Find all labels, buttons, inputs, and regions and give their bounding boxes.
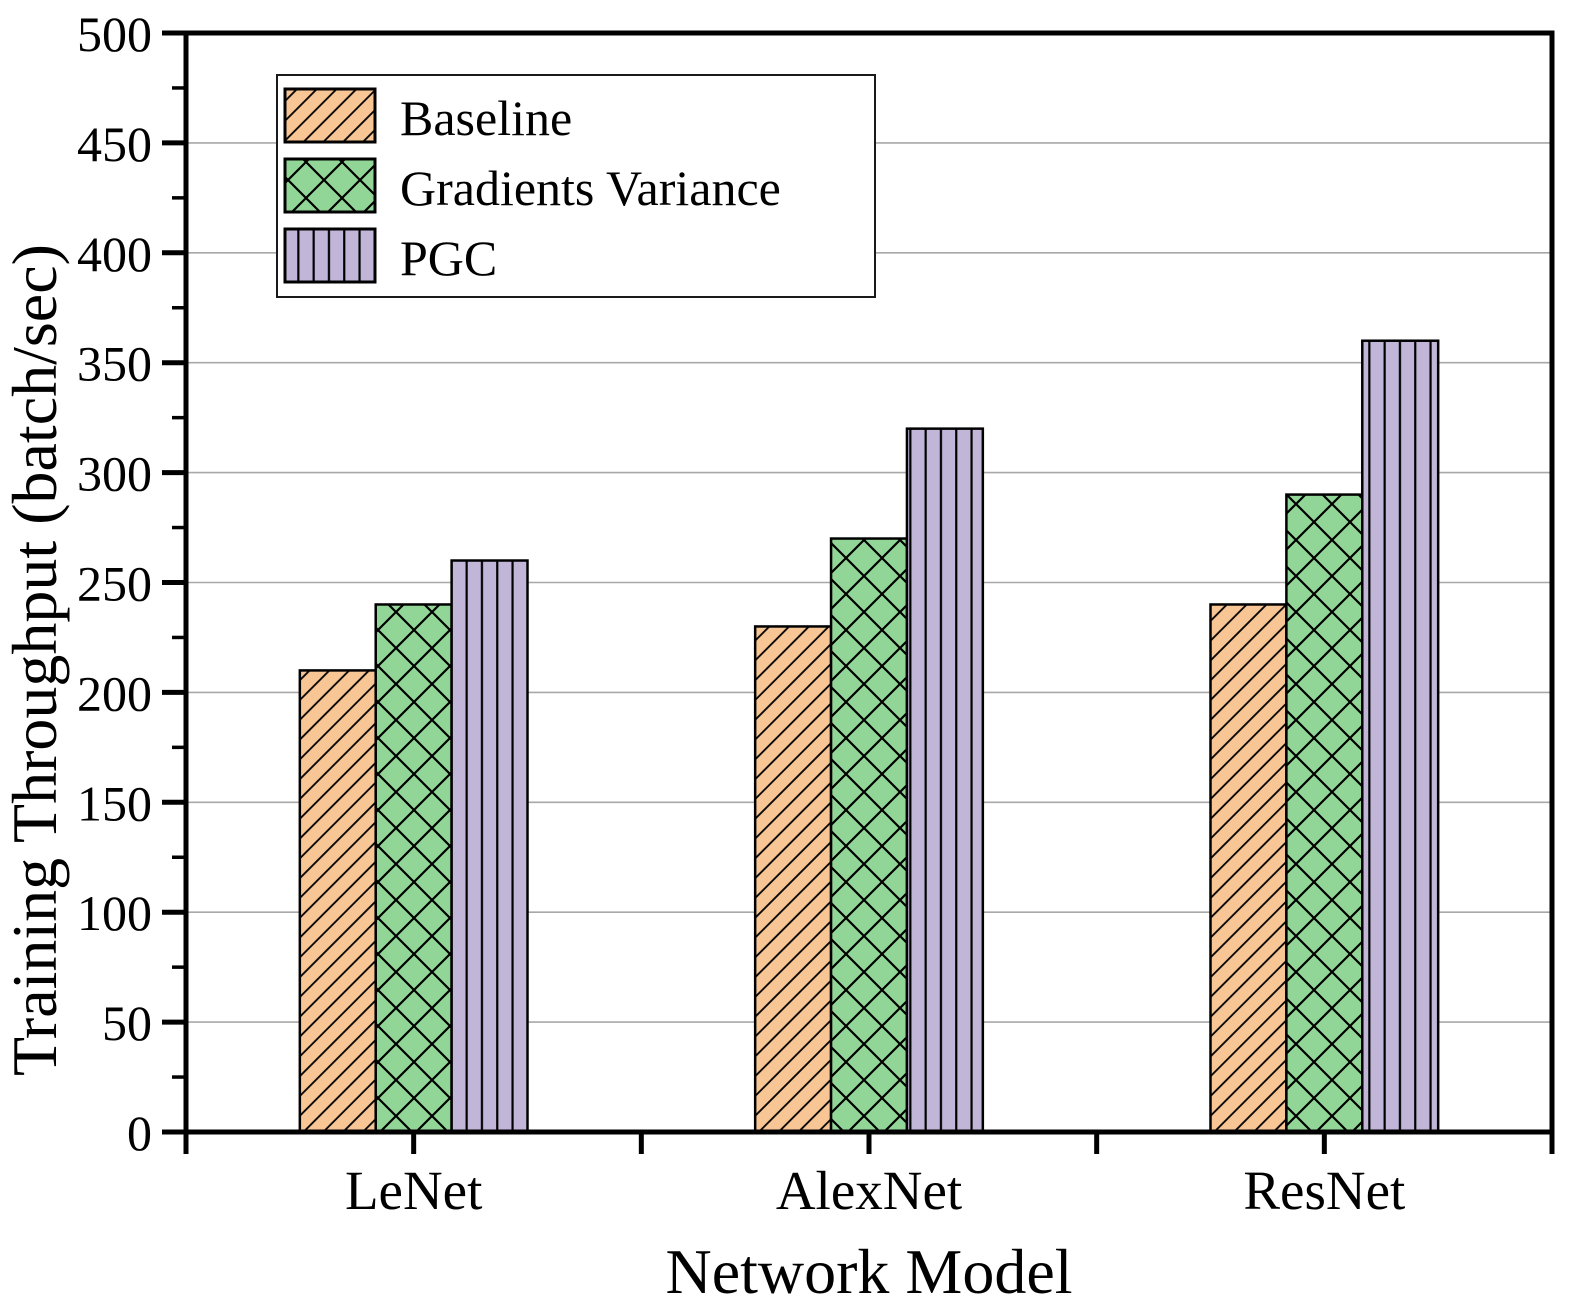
y-tick-label: 150 <box>77 775 152 831</box>
legend: Baseline Gradients Variance PGC <box>276 74 876 298</box>
x-category-label: LeNet <box>345 1160 482 1221</box>
y-tick-label: 0 <box>127 1105 152 1161</box>
bar-baseline-resnet <box>1209 603 1288 1134</box>
y-tick-label: 300 <box>77 446 152 502</box>
bar-gradients-variance-resnet <box>1285 493 1364 1134</box>
y-tick-label: 400 <box>77 226 152 282</box>
y-tick-label: 200 <box>77 665 152 721</box>
bar-pgc-lenet <box>450 559 529 1134</box>
x-axis-title: Network Model <box>665 1236 1072 1305</box>
axis-tick-labels: 0 50 100 150 200 250 300 350 400 450 500 LeNet AlexN… <box>77 6 1405 1221</box>
legend-swatch-baseline-hatch <box>283 87 377 144</box>
y-axis-title: Training Throughput (batch/sec) <box>0 244 70 1076</box>
y-tick-label: 50 <box>102 995 152 1051</box>
y-tick-label: 350 <box>77 336 152 392</box>
legend-label-baseline: Baseline <box>400 90 572 146</box>
legend-swatch-gradients-variance-hatch <box>283 157 377 214</box>
axis-ticks <box>162 30 1555 1154</box>
bar-pgc-resnet <box>1361 339 1440 1134</box>
x-category-label: ResNet <box>1243 1160 1405 1221</box>
legend-label-pgc: PGC <box>400 230 497 286</box>
bar-gradients-variance-alexnet <box>829 537 909 1134</box>
y-tick-label: 500 <box>77 6 152 62</box>
y-tick-label: 450 <box>77 116 152 172</box>
y-tick-label: 100 <box>77 885 152 941</box>
bar-baseline-lenet <box>298 669 377 1134</box>
legend-swatch-pgc-hatch <box>283 227 377 284</box>
bar-baseline-alexnet <box>753 625 833 1134</box>
legend-box <box>276 74 876 298</box>
bar-pgc-alexnet <box>905 427 985 1134</box>
bars <box>298 339 1440 1134</box>
legend-label-gradients-variance: Gradients Variance <box>400 160 781 216</box>
y-tick-label: 250 <box>77 556 152 612</box>
x-category-label: AlexNet <box>776 1160 962 1221</box>
bar-gradients-variance-lenet <box>374 603 453 1134</box>
